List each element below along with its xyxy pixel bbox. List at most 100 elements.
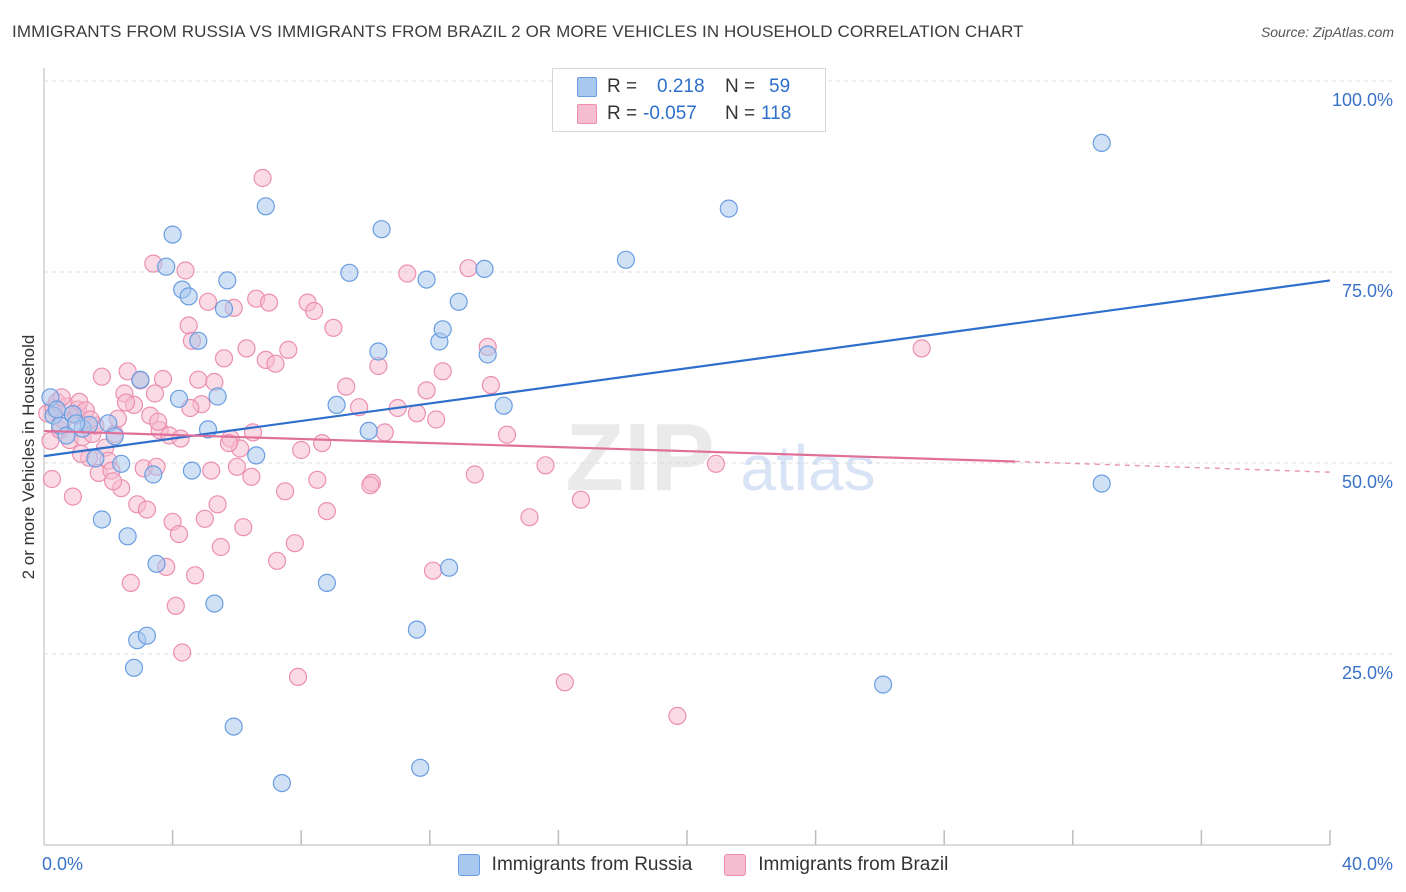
russia-point: [137, 626, 156, 645]
brazil-point: [268, 551, 287, 570]
brazil-point: [237, 339, 256, 358]
russia-point: [407, 620, 426, 639]
brazil-point: [324, 318, 343, 337]
brazil-point: [266, 354, 285, 373]
russia-point: [218, 271, 237, 290]
brazil-point: [427, 410, 446, 429]
series-legend: Immigrants from Russia Immigrants from B…: [0, 852, 1406, 878]
brazil-point: [423, 561, 443, 580]
brazil-point: [92, 367, 112, 386]
brazil-point: [313, 434, 332, 453]
brazil-point: [214, 349, 234, 368]
brazil-point: [234, 518, 253, 537]
brazil-point: [166, 596, 185, 616]
russia-point: [475, 259, 494, 278]
brazil-point: [63, 487, 83, 506]
brazil-point: [211, 537, 230, 557]
brazil-point: [305, 301, 324, 321]
russia-point: [147, 554, 166, 573]
r-label: R =: [607, 103, 638, 124]
brazil-point: [912, 339, 931, 358]
russia-point: [449, 292, 468, 311]
russia-n-value: 59: [769, 76, 791, 97]
russia-point: [205, 594, 224, 613]
russia-point: [359, 421, 378, 440]
axes: [43, 68, 1331, 846]
russia-point: [224, 717, 243, 736]
russia-point: [873, 675, 893, 694]
r-label: R =: [607, 76, 638, 97]
russia-point: [372, 220, 391, 239]
brazil-trend-extension: [1014, 460, 1331, 473]
russia-point: [124, 658, 144, 677]
brazil-point: [116, 393, 136, 412]
russia-swatch: [577, 77, 597, 97]
russia-point: [494, 396, 513, 415]
brazil-point: [173, 643, 192, 662]
brazil-point: [186, 566, 205, 585]
russia-point: [179, 287, 198, 306]
russia-point: [105, 427, 124, 446]
russia-point: [272, 773, 291, 793]
legend-item-russia[interactable]: Immigrants from Russia: [457, 854, 692, 876]
russia-point: [440, 558, 459, 577]
brazil-point: [465, 465, 484, 484]
brazil-point: [189, 370, 208, 389]
brazil-swatch: [577, 104, 597, 124]
stats-legend: R = 0.218 N = 59 R = -0.057 N = 118: [552, 68, 826, 132]
brazil-point: [292, 440, 311, 460]
russia-point: [1092, 474, 1111, 493]
russia-point: [433, 320, 452, 339]
russia-point: [478, 345, 497, 364]
brazil-point: [176, 261, 195, 280]
brazil-point: [417, 381, 436, 400]
brazil-point: [219, 434, 238, 453]
brazil-point: [497, 425, 517, 444]
watermark-zip: ZIP: [565, 404, 714, 511]
legend-row-brazil: R = -0.057 N = 118: [553, 100, 791, 128]
russia-point: [47, 400, 67, 419]
brazil-point: [137, 500, 156, 519]
brazil-point: [169, 524, 189, 544]
brazil-point: [259, 293, 279, 312]
brazil-point: [407, 404, 426, 423]
russia-point: [214, 299, 234, 318]
trend-lines: [43, 279, 1331, 473]
russia-point: [92, 510, 112, 529]
brazil-point: [433, 362, 452, 381]
brazil-point: [276, 482, 295, 501]
russia-point: [157, 257, 176, 276]
y-tick-label: 75.0%: [1342, 281, 1393, 301]
n-label: N =: [725, 76, 756, 97]
brazil-point: [145, 384, 164, 403]
brazil-legend-label: Immigrants from Brazil: [758, 854, 949, 875]
brazil-point: [279, 340, 298, 359]
brazil-point: [571, 490, 591, 509]
russia-point: [67, 414, 86, 433]
watermark-atlas: atlas: [740, 432, 875, 504]
russia-point: [182, 461, 201, 480]
russia-point: [719, 199, 738, 218]
brazil-trend-line: [43, 429, 1015, 463]
y-tick-label: 100.0%: [1332, 90, 1393, 110]
brazil-point: [208, 495, 227, 514]
brazil-point: [308, 470, 327, 489]
chart-title: IMMIGRANTS FROM RUSSIA VS IMMIGRANTS FRO…: [12, 22, 1024, 41]
axis-labels: 25.0% 50.0% 75.0% 100.0% 0.0% 40.0% 2 or more …: [19, 90, 1393, 874]
brazil-point: [668, 706, 687, 726]
russia-point: [411, 758, 430, 777]
brazil-point: [337, 377, 356, 396]
brazil-point: [242, 467, 261, 486]
legend-item-brazil[interactable]: Immigrants from Brazil: [724, 854, 948, 876]
brazil-point: [288, 667, 308, 687]
watermark: ZIP atlas: [565, 404, 875, 511]
legend-row-russia: R = 0.218 N = 59: [553, 73, 790, 101]
brazil-point: [706, 454, 726, 473]
y-tick-label: 50.0%: [1342, 472, 1393, 492]
brazil-point: [153, 369, 173, 389]
brazil-point: [253, 168, 272, 188]
brazil-point: [179, 316, 198, 335]
n-label: N =: [725, 103, 756, 124]
russia-point: [163, 225, 182, 244]
